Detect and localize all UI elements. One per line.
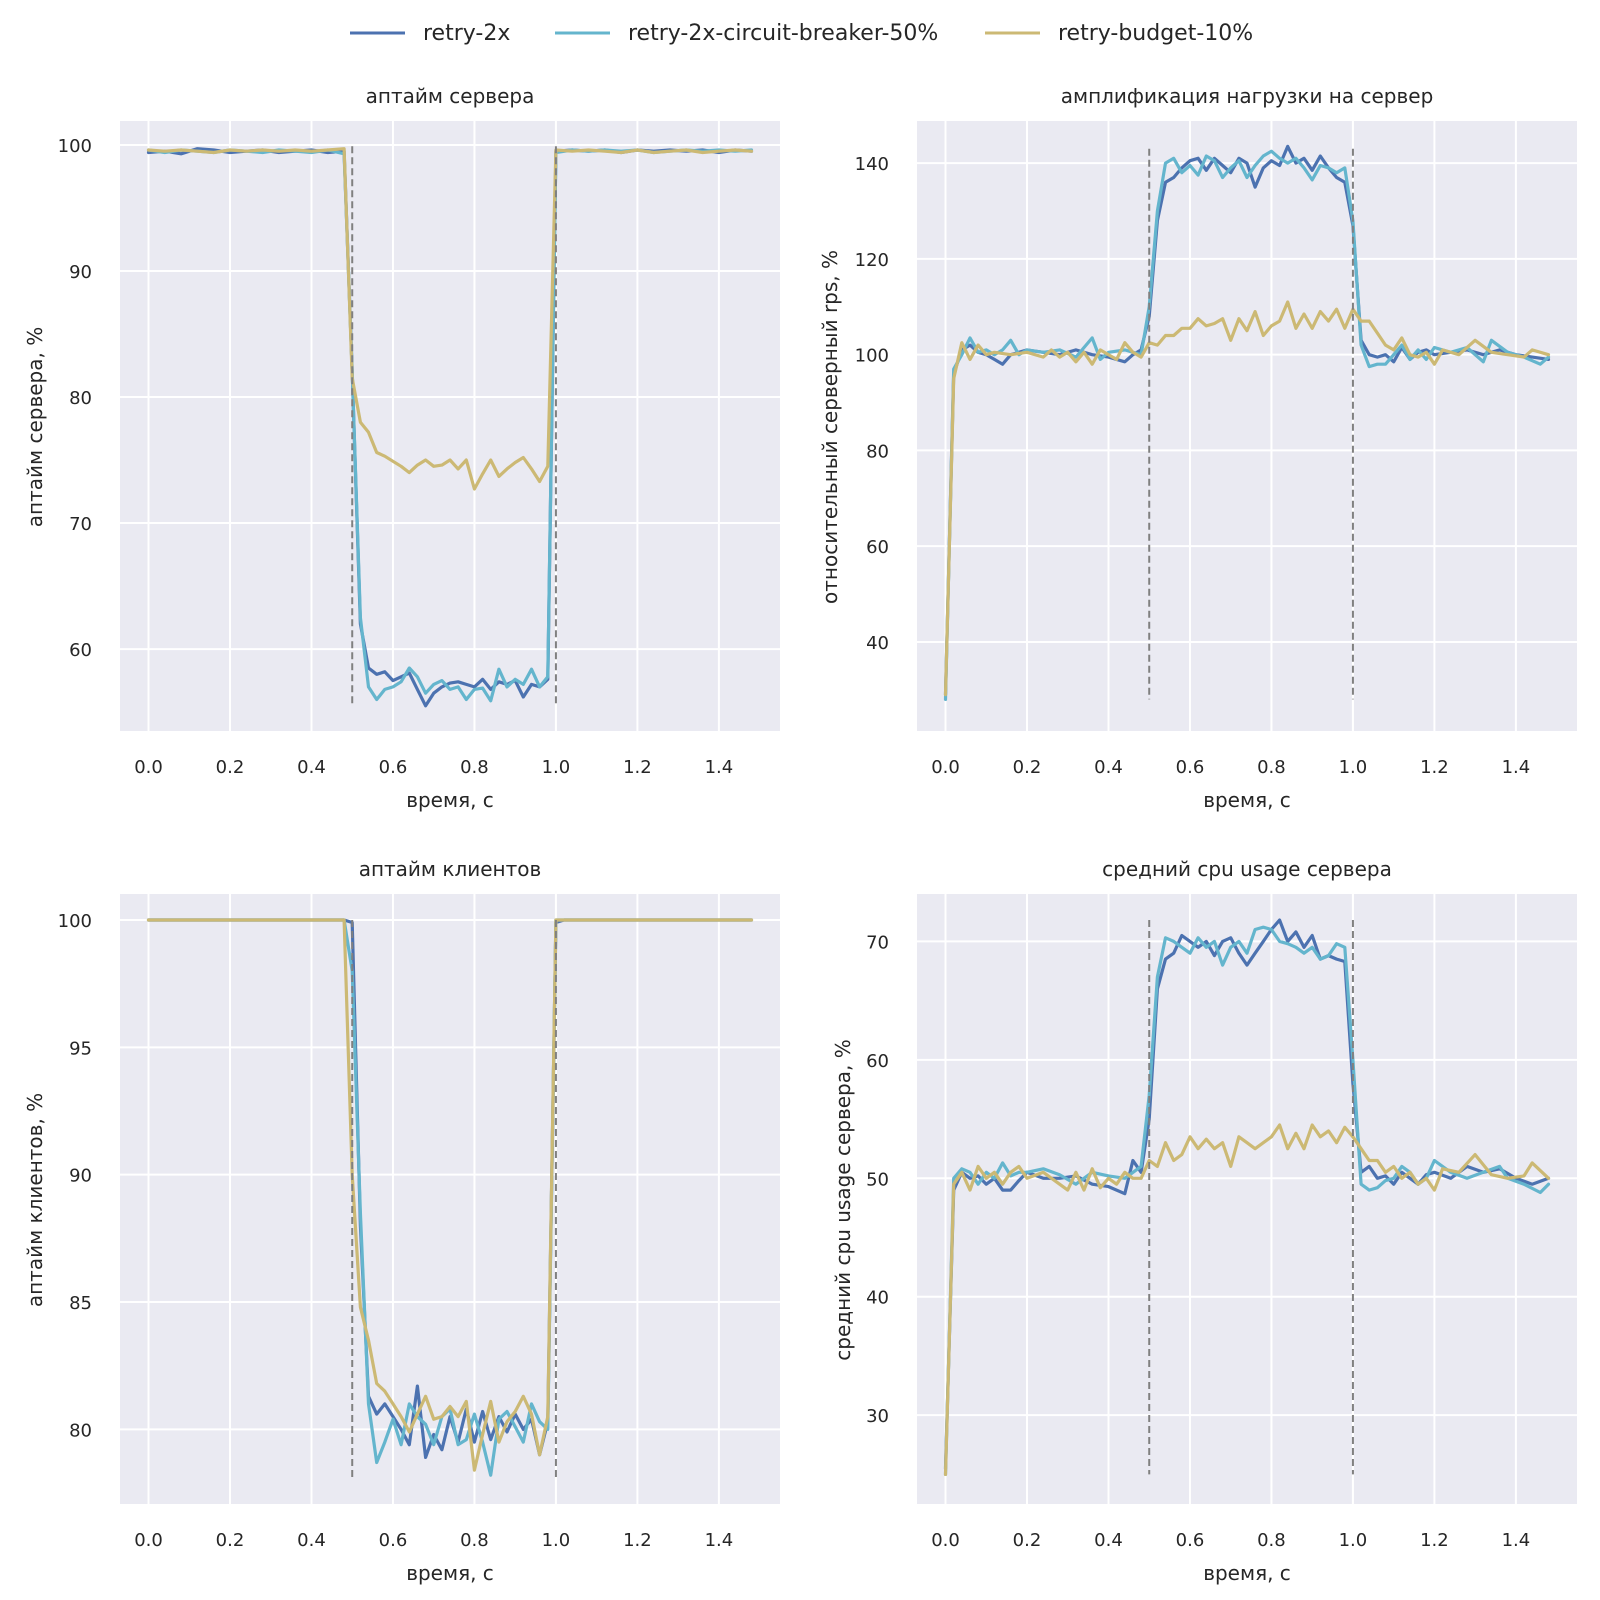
y-tick-label: 60: [866, 537, 889, 558]
y-tick-label: 70: [866, 932, 889, 953]
y-axis-label: средний cpu usage сервера, %: [831, 1039, 855, 1360]
x-tick-label: 1.0: [1339, 757, 1368, 778]
plot-area: [917, 121, 1577, 731]
x-tick-label: 0.6: [379, 757, 408, 778]
y-tick-label: 30: [866, 1406, 889, 1427]
x-tick-label: 1.0: [542, 757, 571, 778]
y-tick-label: 95: [69, 1038, 92, 1059]
x-tick-label: 1.4: [705, 757, 734, 778]
legend-label-retry-2x: retry-2x: [423, 21, 510, 46]
legend-label-retry-budget-10: retry-budget-10%: [1058, 21, 1253, 46]
series-line-retry-2x-circuit-breaker-50: [943, 149, 1551, 701]
y-tick-label: 40: [866, 1288, 889, 1309]
y-tick-label: 80: [866, 441, 889, 462]
x-axis-label: время, с: [406, 1561, 494, 1585]
x-axis-label: время, с: [406, 788, 494, 812]
y-tick-label: 90: [69, 262, 92, 283]
plot-body: 0.0 0.2 0.4 0.6 0.8 1.0 1.2 1.4 30 40 50 60 70: [866, 894, 1577, 1551]
x-tick-label: 0.0: [134, 757, 163, 778]
y-tick-label: 100: [855, 346, 889, 367]
panel-server-cpu-usage: 0.0 0.2 0.4 0.6 0.8 1.0 1.2 1.4 30 40 50 60 70 средн…: [831, 857, 1577, 1585]
panel-client-uptime: 0.0 0.2 0.4 0.6 0.8 1.0 1.2 1.4 80 85 90 95 100 апта…: [23, 857, 780, 1585]
chart-title: амплификация нагрузки на сервер: [1061, 84, 1434, 108]
y-tick-label: 80: [69, 1420, 92, 1441]
x-tick-label: 0.0: [134, 1530, 163, 1551]
y-tick-label: 40: [866, 633, 889, 654]
x-tick-label: 0.0: [931, 1530, 960, 1551]
y-axis-label: относительный серверный rps, %: [818, 250, 842, 604]
y-axis-label: аптайм сервера, %: [23, 327, 47, 527]
x-tick-label: 1.2: [1420, 757, 1449, 778]
panel-load-amplification: 0.0 0.2 0.4 0.6 0.8 1.0 1.2 1.4406080100120140 …: [818, 84, 1577, 812]
x-tick-label: 1.0: [1339, 1530, 1368, 1551]
x-tick-label: 0.4: [1094, 757, 1123, 778]
x-tick-label: 0.6: [1176, 1530, 1205, 1551]
plot-area: [917, 894, 1577, 1504]
y-tick-label: 70: [69, 514, 92, 535]
series-line-retry-budget-10: [943, 300, 1551, 697]
chart-title: аптайм клиентов: [359, 857, 542, 881]
legend-item-retry-2x-circuit-breaker-50: retry-2x-circuit-breaker-50%: [555, 21, 938, 46]
legend-item-retry-budget-10: retry-budget-10%: [985, 21, 1253, 46]
x-tick-label: 0.2: [216, 757, 245, 778]
x-tick-label: 1.2: [623, 757, 652, 778]
x-tick-label: 1.2: [1420, 1530, 1449, 1551]
x-tick-label: 1.4: [1502, 757, 1531, 778]
x-tick-label: 1.4: [705, 1530, 734, 1551]
chart-title: средний cpu usage сервера: [1102, 857, 1392, 881]
x-tick-label: 1.0: [542, 1530, 571, 1551]
x-tick-label: 0.0: [931, 757, 960, 778]
series-line-retry-budget-10: [146, 147, 754, 491]
x-tick-label: 1.4: [1502, 1530, 1531, 1551]
x-tick-label: 1.2: [623, 1530, 652, 1551]
y-tick-label: 140: [855, 154, 889, 175]
plot-body: 0.0 0.2 0.4 0.6 0.8 1.0 1.2 1.4 60 70 80 90 100: [58, 121, 780, 778]
x-tick-label: 0.2: [216, 1530, 245, 1551]
plot-body: 0.0 0.2 0.4 0.6 0.8 1.0 1.2 1.4 80 85 90 95 100: [58, 894, 780, 1551]
series-line-retry-budget-10: [146, 918, 754, 1472]
plot-body: 0.0 0.2 0.4 0.6 0.8 1.0 1.2 1.4 40 60 80 100 120 140: [855, 121, 1577, 778]
x-tick-label: 0.4: [297, 757, 326, 778]
legend-item-retry-2x: retry-2x: [350, 21, 510, 46]
panel-server-uptime: 0.0 0.2 0.4 0.6 0.8 1.0 1.2 1.4 60 70 80 90 100 апта…: [23, 84, 780, 812]
y-tick-label: 85: [69, 1293, 92, 1314]
x-tick-label: 0.8: [1257, 757, 1286, 778]
x-tick-label: 0.6: [379, 1530, 408, 1551]
y-axis-label: аптайм клиентов, %: [23, 1093, 47, 1307]
x-tick-label: 0.8: [1257, 1530, 1286, 1551]
y-tick-label: 60: [866, 1051, 889, 1072]
x-tick-label: 0.2: [1013, 757, 1042, 778]
series-line-retry-budget-10: [943, 1123, 1551, 1476]
legend: retry-2x retry-2x-circuit-breaker-50% re…: [350, 21, 1253, 46]
y-tick-label: 80: [69, 388, 92, 409]
y-tick-label: 120: [855, 250, 889, 271]
x-tick-label: 0.8: [460, 1530, 489, 1551]
x-tick-label: 0.8: [460, 757, 489, 778]
legend-label-retry-2x-circuit-breaker-50: retry-2x-circuit-breaker-50%: [628, 21, 938, 46]
x-tick-label: 0.4: [297, 1530, 326, 1551]
x-axis-label: время, с: [1203, 788, 1291, 812]
x-tick-label: 0.4: [1094, 1530, 1123, 1551]
y-tick-label: 100: [58, 911, 92, 932]
x-axis-label: время, с: [1203, 1561, 1291, 1585]
x-tick-label: 0.2: [1013, 1530, 1042, 1551]
y-tick-label: 50: [866, 1169, 889, 1190]
y-tick-label: 60: [69, 640, 92, 661]
y-tick-label: 90: [69, 1166, 92, 1187]
y-tick-label: 100: [58, 136, 92, 157]
chart-title: аптайм сервера: [366, 84, 535, 108]
plot-area: [120, 121, 780, 731]
x-tick-label: 0.6: [1176, 757, 1205, 778]
